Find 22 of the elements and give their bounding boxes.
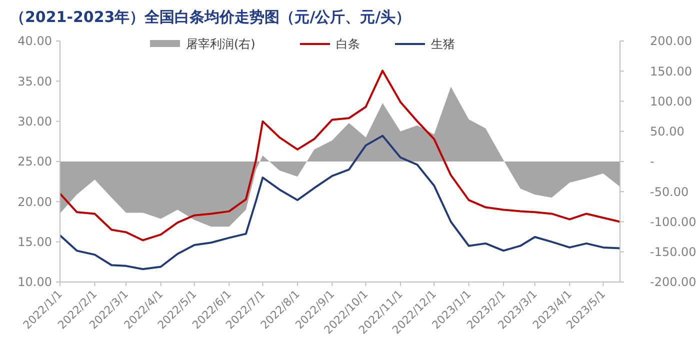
line-series (59, 134, 621, 270)
y2-tick-label: -150.00 (650, 245, 696, 260)
y2-tick-label: 150.00 (650, 64, 692, 78)
y2-tick-label: 100.00 (650, 94, 692, 108)
y2-tick-label: - (650, 154, 654, 169)
y2-tick-label: -200.00 (650, 275, 696, 290)
line-series (59, 70, 621, 242)
y-tick-label: 30.00 (18, 114, 52, 129)
y2-tick-label: 200.00 (650, 34, 692, 48)
y2-tick-label: 50.00 (650, 124, 684, 139)
legend-label: 生猪 (431, 37, 455, 52)
y-tick-label: 10.00 (18, 275, 52, 290)
y-tick-label: 25.00 (18, 154, 52, 169)
y-tick-label: 20.00 (18, 194, 52, 209)
y-tick-label: 40.00 (18, 34, 52, 48)
y2-tick-label: -100.00 (650, 214, 696, 229)
y-tick-label: 35.00 (18, 74, 52, 88)
legend-label: 白条 (336, 37, 360, 52)
legend-label: 屠宰利润(右) (186, 37, 256, 52)
y2-tick-label: -50.00 (650, 184, 689, 199)
chart-title: （2021-2023年）全国白条均价走势图（元/公斤、元/头） (10, 8, 411, 26)
y-tick-label: 15.00 (18, 235, 52, 250)
